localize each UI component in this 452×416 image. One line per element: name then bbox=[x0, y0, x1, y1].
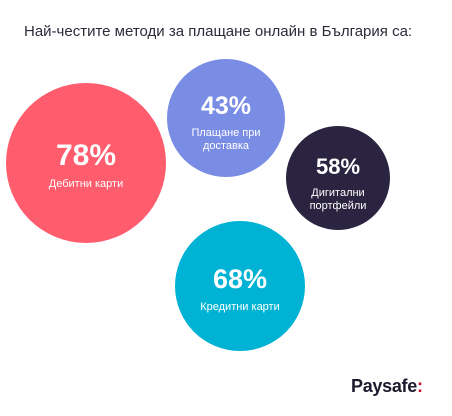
bubble-label: Дигитални bbox=[311, 187, 364, 199]
logo-colon: : bbox=[416, 376, 423, 396]
chart-title: Най-честите методи за плащане онлайн в Б… bbox=[24, 23, 413, 40]
bubble-1: 78% Дебитни карти bbox=[6, 83, 166, 243]
bubble-value: 78% bbox=[56, 139, 116, 172]
bubble-4: 68% Кредитни карти bbox=[175, 221, 305, 351]
bubble-circle bbox=[6, 83, 166, 243]
bubble-value: 68% bbox=[213, 264, 267, 294]
bubble-label: Плащане при bbox=[191, 127, 260, 139]
paysafe-logo: Paysafe: bbox=[351, 376, 423, 397]
bubble-circle bbox=[286, 126, 390, 230]
bubble-circle bbox=[175, 221, 305, 351]
bubble-circle bbox=[167, 59, 285, 177]
bubble-label: Кредитни карти bbox=[200, 301, 280, 313]
bubble-value: 43% bbox=[201, 92, 251, 120]
bubble-label: Дебитни карти bbox=[49, 178, 123, 190]
bubble-label: доставка bbox=[203, 140, 250, 152]
bubble-label: портфейли bbox=[310, 200, 367, 212]
bubble-value: 58% bbox=[316, 154, 360, 179]
logo-text: Paysafe bbox=[351, 376, 417, 396]
